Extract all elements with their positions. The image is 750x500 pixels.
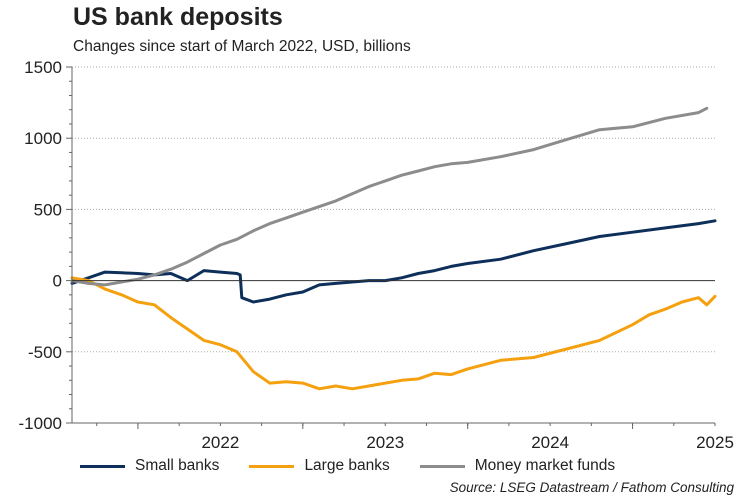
legend-label-small-banks: Small banks [135, 457, 220, 474]
grid-layer [72, 66, 715, 353]
chart-title: US bank deposits [73, 3, 283, 31]
legend-swatch-money-market-funds [419, 464, 465, 468]
y-tick-label-3: 0 [53, 272, 62, 291]
y-tick-label-1: 1000 [24, 129, 62, 148]
legend-swatch-large-banks [249, 464, 295, 468]
chart-subtitle: Changes since start of March 2022, USD, … [73, 38, 411, 55]
chart-source: Source: LSEG Datastream / Fathom Consult… [449, 480, 734, 495]
series-line-money-market-funds [70, 106, 709, 287]
x-tick-label-3: 2025 [696, 433, 734, 452]
chart-legend: Small banks Large banks Money market fun… [80, 457, 615, 475]
x-tick-label-0: 2022 [201, 433, 239, 452]
legend-label-money-market-funds: Money market funds [474, 457, 616, 474]
x-tick-label-1: 2023 [366, 433, 404, 452]
series-layer [70, 106, 717, 391]
y-tick-label-5: -1000 [19, 414, 62, 433]
legend-swatch-small-banks [80, 464, 125, 468]
legend-label-large-banks: Large banks [304, 457, 390, 474]
y-tick-label-2: 500 [34, 200, 62, 219]
series-line-large-banks [70, 276, 717, 391]
legend-item-large-banks: Large banks [249, 457, 390, 475]
series-line-small-banks [70, 219, 717, 304]
y-tick-label-0: 1500 [24, 58, 62, 77]
y-tick-label-4: -500 [28, 343, 62, 362]
legend-item-small-banks: Small banks [80, 457, 219, 475]
legend-item-money-market-funds: Money market funds [419, 457, 616, 475]
axis-layer: 1500 1000 500 0 -500 -1000 2022 2023 2024 2025 [19, 58, 734, 452]
x-tick-label-2: 2024 [531, 433, 569, 452]
